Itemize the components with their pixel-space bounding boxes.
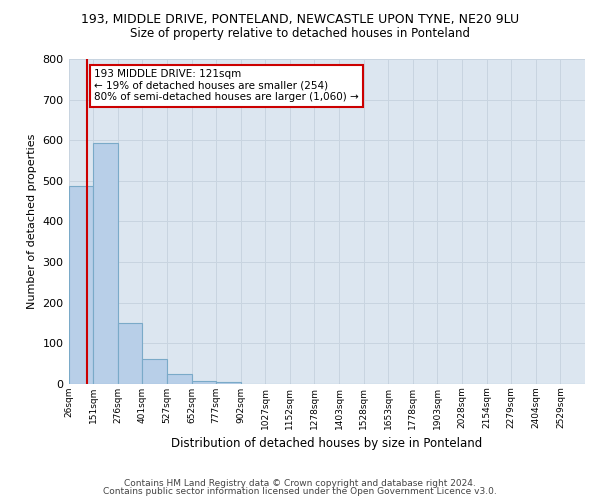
- Text: Contains public sector information licensed under the Open Government Licence v3: Contains public sector information licen…: [103, 487, 497, 496]
- Text: Contains HM Land Registry data © Crown copyright and database right 2024.: Contains HM Land Registry data © Crown c…: [124, 478, 476, 488]
- Bar: [191, 380, 216, 384]
- Bar: [93, 144, 118, 384]
- Bar: [216, 382, 241, 384]
- Bar: [68, 186, 93, 384]
- Bar: [118, 323, 142, 384]
- Bar: [167, 374, 191, 384]
- X-axis label: Distribution of detached houses by size in Ponteland: Distribution of detached houses by size …: [171, 437, 482, 450]
- Text: Size of property relative to detached houses in Ponteland: Size of property relative to detached ho…: [130, 28, 470, 40]
- Bar: [142, 358, 167, 384]
- Y-axis label: Number of detached properties: Number of detached properties: [27, 134, 37, 309]
- Text: 193, MIDDLE DRIVE, PONTELAND, NEWCASTLE UPON TYNE, NE20 9LU: 193, MIDDLE DRIVE, PONTELAND, NEWCASTLE …: [81, 12, 519, 26]
- Text: 193 MIDDLE DRIVE: 121sqm
← 19% of detached houses are smaller (254)
80% of semi-: 193 MIDDLE DRIVE: 121sqm ← 19% of detach…: [94, 69, 359, 102]
